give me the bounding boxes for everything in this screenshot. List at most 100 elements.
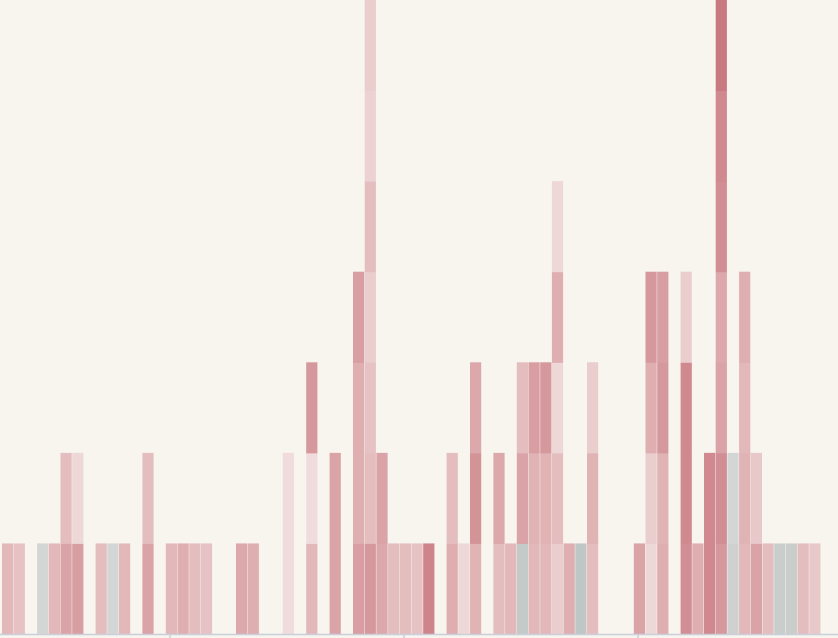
heatmap-cell <box>364 0 376 92</box>
heatmap-cell <box>306 543 318 635</box>
heatmap-cell <box>715 362 727 454</box>
heatmap-cell <box>48 543 60 635</box>
heatmap-cell <box>797 543 809 635</box>
heatmap-cell <box>551 452 564 544</box>
heatmap-cell <box>704 543 716 635</box>
heatmap-cell <box>60 452 72 544</box>
heatmap-cell <box>353 543 365 635</box>
heatmap-cell <box>809 543 821 635</box>
heatmap-cell <box>692 543 704 635</box>
heatmap-cell <box>785 543 798 635</box>
heatmap-cell <box>587 543 599 635</box>
heatmap-cell <box>470 543 482 635</box>
heatmap-cells <box>2 0 821 635</box>
heatmap-cell <box>762 543 774 635</box>
heatmap-cell <box>516 543 528 635</box>
heatmap-cell <box>411 543 423 635</box>
heatmap-cell <box>60 543 72 635</box>
heatmap-cell <box>645 271 657 363</box>
heatmap-cell <box>376 452 388 544</box>
heatmap-cell <box>353 452 365 544</box>
heatmap-cell <box>528 452 540 544</box>
heatmap-cell <box>142 452 154 544</box>
heatmap-cell <box>37 543 49 635</box>
heatmap-cell <box>142 543 154 635</box>
heatmap-cell <box>72 543 84 635</box>
heatmap-cell <box>774 543 786 635</box>
heatmap-cell <box>388 543 400 635</box>
heatmap-cell <box>727 452 739 544</box>
heatmap-cell <box>107 543 119 635</box>
heatmap-cell <box>306 452 318 544</box>
heatmap-cell <box>704 452 716 544</box>
heatmap-cell <box>72 452 84 544</box>
heatmap-cell <box>528 362 540 454</box>
heatmap-cell <box>715 181 727 273</box>
heatmap-cell <box>657 543 669 635</box>
heatmap-cell <box>119 543 131 635</box>
heatmap-cell <box>750 452 762 544</box>
heatmap-cell <box>587 362 599 454</box>
heatmap-cell <box>540 543 552 635</box>
heatmap-cell <box>645 452 657 544</box>
heatmap-cell <box>727 543 739 635</box>
heatmap-cell <box>551 362 564 454</box>
heatmap-cell <box>715 543 727 635</box>
heatmap-cell <box>715 0 727 92</box>
heatmap-cell <box>528 543 540 635</box>
heatmap-cell <box>739 271 751 363</box>
heatmap-cell <box>399 543 411 635</box>
heatmap-cell <box>657 271 669 363</box>
heatmap-cell <box>493 543 505 635</box>
heatmap-cell <box>364 90 376 182</box>
heatmap-cell <box>680 271 692 363</box>
heatmap-cell <box>715 90 727 182</box>
heatmap-cell <box>645 543 657 635</box>
heatmap-cell <box>364 543 376 635</box>
heatmap-cell <box>657 452 669 544</box>
heatmap-cell <box>715 271 727 363</box>
heatmap-cell <box>680 362 692 454</box>
heatmap-cell <box>587 452 599 544</box>
heatmap-cell <box>657 362 669 454</box>
heatmap-cell <box>551 543 564 635</box>
heatmap-cell <box>516 452 528 544</box>
heatmap-cell <box>2 543 14 635</box>
heatmap-cell <box>750 543 762 635</box>
heatmap-cell <box>329 452 341 544</box>
heatmap-cell <box>364 362 376 454</box>
heatmap-cell <box>329 543 341 635</box>
heatmap-cell <box>739 362 751 454</box>
heatmap-cell <box>551 181 564 273</box>
x-axis <box>0 633 838 638</box>
heatmap-cell <box>680 543 692 635</box>
heatmap-cell <box>364 181 376 273</box>
heatmap-cell <box>645 362 657 454</box>
heatmap-cell <box>247 543 259 635</box>
heatmap-cell <box>282 543 294 635</box>
heatmap-cell <box>551 271 564 363</box>
heatmap-cell <box>236 543 248 635</box>
heatmap-cell <box>376 543 388 635</box>
heatmap-cell <box>470 452 482 544</box>
heatmap-cell <box>633 543 645 635</box>
heatmap-cell <box>575 543 587 635</box>
heatmap-cell <box>364 271 376 363</box>
heatmap-cell <box>446 452 458 544</box>
heatmap-cell <box>13 543 25 635</box>
heatmap-cell <box>423 543 435 635</box>
heatmap-cell <box>563 543 575 635</box>
heatmap-cell <box>306 362 318 454</box>
heatmap-cell <box>516 362 528 454</box>
heatmap-cell <box>446 543 458 635</box>
heatmap-cell <box>189 543 201 635</box>
heatmap-cell <box>95 543 107 635</box>
heatmap-cell <box>353 271 365 363</box>
heatmap-cell <box>282 452 294 544</box>
heatmap-cell <box>458 543 470 635</box>
heatmap-cell <box>364 452 376 544</box>
heatmap-cell <box>715 452 727 544</box>
heatmap-cell <box>540 362 552 454</box>
